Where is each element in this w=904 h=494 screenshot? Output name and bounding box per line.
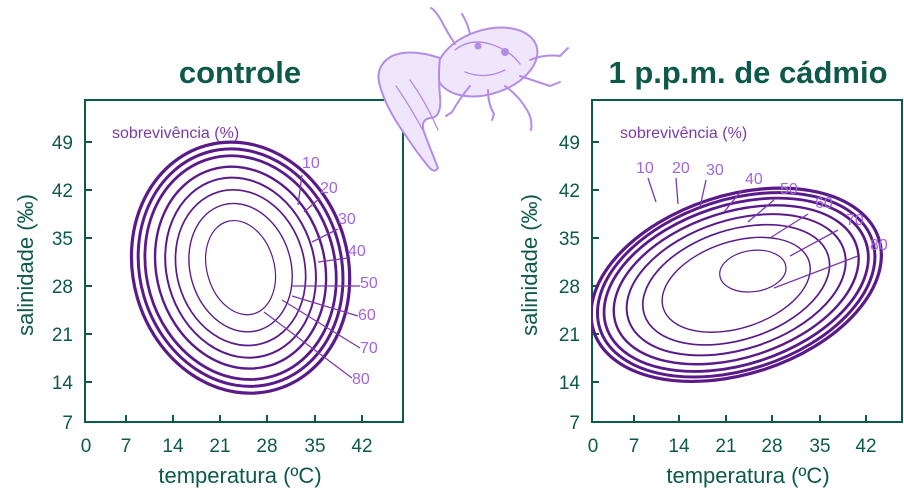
y-axis-label-cadmio: salinidade (‰) (517, 194, 542, 336)
x-tick-label: 42 (855, 436, 876, 457)
x-tick-label: 14 (162, 436, 184, 457)
y-tick-label: 7 (62, 413, 73, 434)
leader-line-10 (297, 174, 303, 206)
level-label-20: 20 (320, 180, 338, 197)
x-tick-label: 28 (256, 436, 277, 457)
contour-30 (143, 154, 338, 381)
contour-50 (625, 213, 847, 357)
chart-title-cadmio: 1 p.p.m. de cádmio (608, 55, 887, 90)
x-tick-label: 14 (668, 436, 690, 457)
x-tick-label: 7 (121, 436, 132, 457)
contour-60 (174, 188, 307, 347)
level-label-30: 30 (338, 211, 356, 228)
plot-frame-cadmio (591, 99, 903, 423)
level-label-60: 60 (815, 195, 833, 212)
y-tick-label: 49 (52, 133, 73, 154)
leader-line-40 (317, 257, 349, 263)
leader-line-10 (647, 177, 657, 203)
leader-line-40 (723, 189, 743, 213)
x-tick-label: 28 (761, 436, 782, 457)
leader-line-70 (281, 299, 361, 349)
x-tick-label: 35 (304, 436, 325, 457)
level-label-70: 70 (360, 340, 378, 357)
plot-frame-controle (84, 99, 404, 423)
y-tick-label: 35 (559, 229, 580, 250)
level-label-10: 10 (636, 160, 654, 177)
y-tick-label: 21 (52, 325, 73, 346)
y-tick-label: 28 (559, 277, 580, 298)
x-axis-label-cadmio: temperatura (ºC) (666, 463, 829, 488)
y-axis-label-controle: salinidade (‰) (13, 194, 38, 336)
contour-70 (188, 202, 293, 333)
y-tick-label: 21 (559, 325, 580, 346)
x-tick-label: 0 (81, 436, 92, 457)
y-tick-label: 42 (559, 181, 580, 202)
y-tick-label: 49 (559, 133, 580, 154)
contour-40 (612, 204, 860, 366)
level-label-40: 40 (745, 171, 763, 188)
x-tick-label: 21 (209, 436, 230, 457)
level-labels-cadmio: 10 20 30 40 50 60 70 80 (636, 160, 888, 289)
leader-line-30 (699, 179, 707, 208)
leader-line-30 (311, 228, 339, 243)
level-label-80: 80 (870, 237, 888, 254)
chart-title-controle: controle (179, 55, 301, 90)
level-label-80: 80 (352, 371, 370, 388)
crab-illustration (377, 7, 569, 172)
leader-line-60 (769, 213, 809, 239)
contour-10 (129, 140, 352, 395)
leader-line-70 (789, 229, 839, 257)
y-tick-label: 14 (559, 373, 581, 394)
x-tick-label: 21 (715, 436, 736, 457)
leader-line-80 (773, 255, 859, 289)
leader-line-20 (303, 197, 321, 213)
contour-20 (595, 191, 877, 379)
contour-70 (661, 236, 811, 333)
legend-title-cadmio: sobrevivência (%) (620, 125, 747, 142)
leader-line-60 (291, 295, 359, 317)
x-tick-label: 0 (588, 436, 599, 457)
y-tick-label: 7 (569, 413, 580, 434)
chart-panel-controle: controle sobrevivência (%) 0 7 14 21 28 35 427… (13, 55, 404, 488)
level-label-10: 10 (302, 155, 320, 172)
leader-line-50 (747, 199, 775, 223)
level-label-40: 40 (348, 243, 366, 260)
x-axis-label-controle: temperatura (ºC) (158, 463, 321, 488)
contour-60 (641, 223, 831, 346)
x-tick-label: 35 (809, 436, 830, 457)
level-label-60: 60 (358, 307, 376, 324)
y-tick-label: 35 (52, 229, 73, 250)
level-label-50: 50 (360, 275, 378, 292)
y-tick-label: 42 (52, 181, 73, 202)
contour-30 (602, 196, 870, 373)
contour-20 (136, 147, 345, 388)
contour-80 (719, 249, 787, 293)
x-tick-label: 42 (351, 436, 372, 457)
legend-title-controle: sobrevivência (%) (112, 125, 239, 142)
leader-line-80 (263, 311, 353, 379)
x-tick-label: 7 (629, 436, 640, 457)
level-label-20: 20 (672, 160, 690, 177)
y-tick-label: 14 (52, 373, 74, 394)
y-tick-label: 28 (52, 277, 73, 298)
level-label-30: 30 (706, 162, 724, 179)
contours-controle (129, 140, 352, 395)
contour-10 (592, 186, 883, 384)
contour-80 (205, 219, 277, 316)
contour-40 (153, 165, 328, 370)
level-label-70: 70 (846, 212, 864, 229)
level-label-50: 50 (780, 181, 798, 198)
leader-line-20 (675, 177, 679, 205)
contours-cadmio (592, 186, 883, 384)
contour-50 (164, 176, 317, 359)
